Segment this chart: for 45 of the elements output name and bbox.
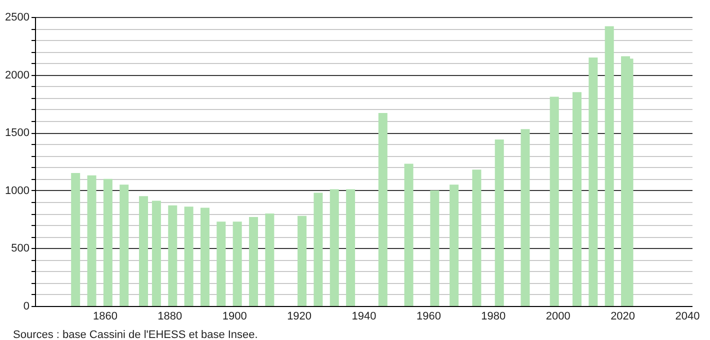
bar — [572, 92, 582, 306]
bar — [550, 96, 559, 306]
x-tick-label: 1960 — [416, 310, 441, 322]
y-tick-label: 2000 — [5, 69, 30, 82]
bar — [87, 175, 96, 306]
bar — [139, 196, 148, 306]
bar — [520, 129, 530, 306]
bar — [494, 140, 504, 306]
bar — [200, 208, 210, 306]
bar — [71, 173, 80, 306]
y-tick-label: 0 — [23, 300, 30, 312]
bar — [265, 214, 274, 306]
bar — [168, 205, 178, 306]
bar — [120, 184, 129, 306]
bar — [450, 184, 459, 306]
bar — [346, 189, 356, 306]
y-tick-label: 2500 — [5, 12, 30, 24]
bar — [404, 164, 414, 306]
bar — [588, 57, 598, 306]
x-tick-label: 1860 — [92, 310, 118, 322]
bar — [184, 206, 194, 306]
bar — [314, 192, 323, 306]
bar — [298, 216, 307, 306]
bar — [249, 216, 258, 306]
x-tick-label: 1940 — [352, 310, 376, 322]
y-tick-label: 500 — [11, 242, 30, 255]
bar — [103, 178, 112, 306]
x-tick-label: 1880 — [158, 310, 182, 322]
x-tick-label: 1980 — [481, 310, 506, 322]
x-tick-label: 2020 — [610, 310, 636, 322]
bar — [378, 112, 388, 306]
y-tick-label: 1000 — [5, 184, 30, 197]
bar — [430, 190, 440, 306]
bar — [472, 170, 482, 306]
y-tick-label: 1500 — [5, 127, 30, 140]
bar — [216, 222, 226, 306]
bar — [604, 26, 614, 306]
x-tick-label: 1900 — [222, 310, 247, 322]
bar — [152, 200, 161, 306]
bar — [232, 222, 242, 306]
x-tick-label: 2000 — [546, 310, 570, 322]
x-tick-label: 1920 — [287, 310, 312, 322]
x-tick-label: 2040 — [675, 310, 700, 322]
source-note: Sources : base Cassini de l'EHESS et base Insee. — [13, 329, 258, 340]
bar — [330, 189, 339, 306]
